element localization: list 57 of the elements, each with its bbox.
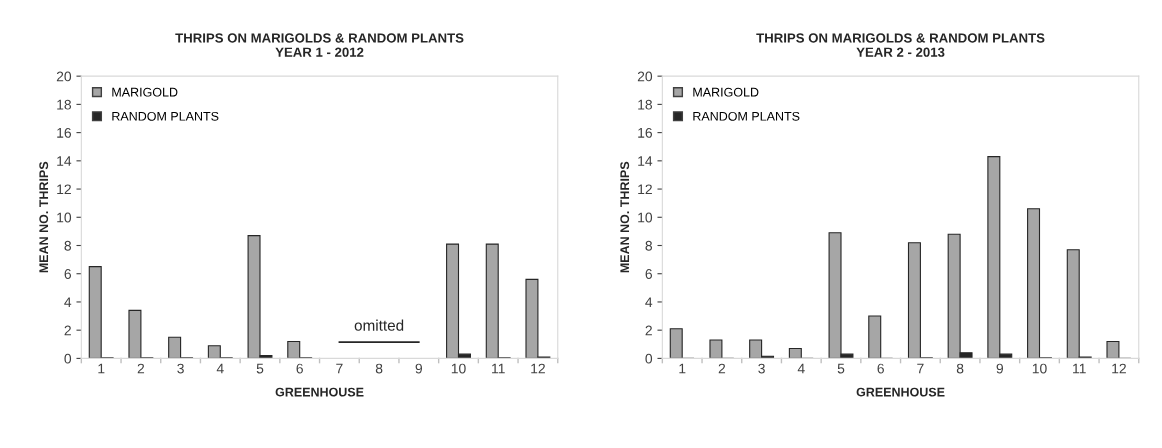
x-axis-title: GREENHOUSE <box>275 387 364 397</box>
y-tick-label: 14 <box>57 156 72 166</box>
y-tick-label: 0 <box>64 353 72 364</box>
y-tick-label: 6 <box>64 269 72 279</box>
y-tick-label: 2 <box>645 325 652 336</box>
x-tick-label: 7 <box>917 363 924 374</box>
x-tick-label: 9 <box>415 363 423 374</box>
x-tick-label: 7 <box>336 363 343 374</box>
legend-label: RANDOM PLANTS <box>112 111 219 121</box>
y-axis-title: MEAN NO. THRIPS <box>620 161 630 273</box>
x-tick-label: 2 <box>137 363 145 374</box>
y-tick-label: 0 <box>645 353 653 364</box>
y-tick-label: 20 <box>637 71 653 82</box>
x-tick-label: 5 <box>837 363 845 374</box>
x-tick-label: 10 <box>451 363 466 374</box>
x-tick-label: 10 <box>1032 363 1047 374</box>
x-tick-label: 12 <box>531 363 545 374</box>
y-tick-label: 16 <box>57 127 72 138</box>
y-tick-label: 20 <box>56 71 72 82</box>
y-tick-label: 18 <box>57 99 72 110</box>
y-tick-label: 18 <box>638 99 653 110</box>
y-tick-label: 12 <box>638 184 652 195</box>
x-tick-label: 3 <box>177 363 184 374</box>
x-tick-label: 6 <box>877 363 884 374</box>
x-axis-title: GREENHOUSE <box>856 387 945 397</box>
x-tick-label: 4 <box>216 363 224 374</box>
x-tick-label: 3 <box>758 363 765 374</box>
legend-label: MARIGOLD <box>112 87 178 97</box>
x-tick-label: 11 <box>1073 363 1086 374</box>
x-tick-label: 5 <box>256 363 264 374</box>
x-tick-label: 11 <box>492 363 505 374</box>
x-tick-label: 1 <box>679 363 686 374</box>
y-tick-label: 10 <box>638 212 653 223</box>
x-tick-label: 8 <box>956 363 964 374</box>
y-tick-label: 14 <box>638 156 653 166</box>
annotation: omitted <box>354 319 404 331</box>
y-tick-label: 6 <box>645 269 653 279</box>
y-tick-label: 10 <box>57 212 72 223</box>
x-tick-label: 12 <box>1112 363 1126 374</box>
y-axis-title: MEAN NO. THRIPS <box>39 161 49 273</box>
y-tick-label: 16 <box>638 127 653 138</box>
x-tick-label: 4 <box>797 363 805 374</box>
y-tick-label: 8 <box>645 240 653 251</box>
x-tick-label: 2 <box>718 363 726 374</box>
x-tick-label: 6 <box>296 363 303 374</box>
x-tick-label: 1 <box>98 363 105 374</box>
y-tick-label: 8 <box>64 240 72 251</box>
y-tick-label: 12 <box>57 184 71 195</box>
y-tick-label: 4 <box>645 297 653 307</box>
chart-title: THRIPS ON MARIGOLDS & RANDOM PLANTS YEAR 2 - 2013 <box>756 33 1045 57</box>
legend-label: MARIGOLD <box>693 87 759 97</box>
x-tick-label: 8 <box>375 363 383 374</box>
y-tick-label: 4 <box>64 297 72 307</box>
x-tick-label: 9 <box>996 363 1004 374</box>
chart-title: THRIPS ON MARIGOLDS & RANDOM PLANTS YEAR 1 - 2012 <box>175 33 464 57</box>
legend-label: RANDOM PLANTS <box>693 111 800 121</box>
y-tick-label: 2 <box>64 325 71 336</box>
